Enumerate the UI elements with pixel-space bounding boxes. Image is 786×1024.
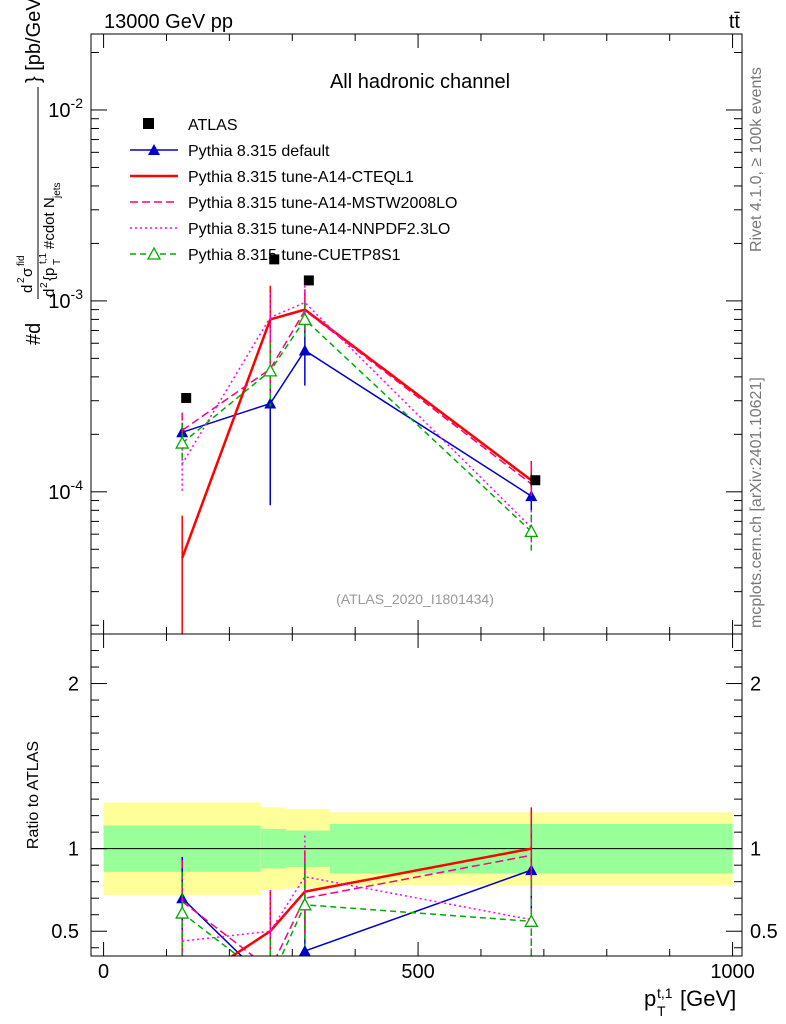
data-point <box>181 393 192 404</box>
ratio-frame <box>90 633 743 957</box>
ratio-marker-4 <box>264 975 276 986</box>
svg-text:σ: σ <box>19 267 36 277</box>
ratio-line-0 <box>181 869 532 956</box>
legend-label-4: Pythia 8.315 tune-CUETP8S1 <box>188 247 401 264</box>
series-line-2 <box>181 309 532 485</box>
legend-marker-data <box>143 118 154 129</box>
svg-text:d: d <box>19 285 36 293</box>
svg-text:T: T <box>657 1003 666 1019</box>
series-marker-4 <box>263 363 278 377</box>
ratio-y-tick-label-right: 2 <box>750 674 761 696</box>
series-marker-0 <box>298 344 311 356</box>
plot-frames <box>90 33 743 957</box>
chart-title: All hadronic channel <box>330 71 510 93</box>
svg-text:t,1: t,1 <box>657 985 673 1001</box>
legend-label-1: Pythia 8.315 tune-A14-CTEQL1 <box>188 169 414 186</box>
legend-marker-0 <box>148 144 160 155</box>
legend-label-2: Pythia 8.315 tune-A14-MSTW2008LO <box>188 195 457 212</box>
x-tick-label: 500 <box>401 961 434 983</box>
x-axis-title: p T t,1 [GeV] <box>644 985 736 1019</box>
main-y-axis-title: #d d 2 σ fid d 2 {p T t,1 #cdot N jets }… <box>16 0 63 345</box>
ratio-y-tick-label-right: 1 <box>750 839 761 861</box>
process-label: tt̄ <box>729 11 741 33</box>
svg-text:p: p <box>644 986 656 1011</box>
data-point <box>303 275 314 286</box>
svg-text:{p: {p <box>41 268 58 281</box>
svg-text:[GeV]: [GeV] <box>680 986 736 1011</box>
ratio-marker-0 <box>264 978 276 989</box>
axes: 0 500 1000 10-2 10-3 10-4 0.5 0.5 1 1 2 2 <box>48 34 778 983</box>
ratio-line-1 <box>230 847 532 956</box>
ratio-marker-4 <box>297 897 312 911</box>
ratio-line-2 <box>181 854 532 956</box>
svg-text:T: T <box>52 259 63 265</box>
svg-text:#d: #d <box>23 323 45 345</box>
svg-text:jets: jets <box>52 182 63 199</box>
series-line-3 <box>181 301 532 529</box>
svg-text:2: 2 <box>39 282 50 288</box>
svg-text:#cdot N: #cdot N <box>41 197 58 249</box>
ratio-line-3 <box>182 875 532 942</box>
ratio-bands <box>91 802 742 895</box>
data-point <box>530 475 541 486</box>
ratio-y-tick-label: 2 <box>68 674 79 696</box>
legend-marker-4 <box>146 246 162 260</box>
legend-label-3: Pythia 8.315 tune-A14-NNPDF2.3LO <box>188 221 450 238</box>
svg-text:t,1: t,1 <box>38 252 49 264</box>
legend-label-data: ATLAS <box>188 117 238 134</box>
series-line-1 <box>181 308 533 559</box>
ratio-y-axis-title: Ratio to ATLAS <box>25 741 42 849</box>
ratio-line-4 <box>181 904 532 956</box>
analysis-label: (ATLAS_2020_I1801434) <box>336 591 494 607</box>
energy-label: 13000 GeV pp <box>104 11 233 33</box>
main-y-tick-label: 10-2 <box>48 95 83 122</box>
series-marker-0 <box>264 397 277 409</box>
svg-text:} [pb/GeV]: } [pb/GeV] <box>23 0 45 83</box>
series-line-4 <box>181 318 532 533</box>
x-tick-label: 0 <box>98 961 109 983</box>
series-marker-4 <box>524 524 539 538</box>
svg-text:2: 2 <box>16 277 27 283</box>
main-plot <box>175 254 541 634</box>
series-marker-4 <box>175 435 190 449</box>
svg-text:fid: fid <box>16 255 27 266</box>
x-tick-label: 1000 <box>710 961 755 983</box>
main-y-tick-label: 10-4 <box>48 477 83 504</box>
ratio-y-tick-label-right: 0.5 <box>750 921 778 943</box>
data-point <box>269 254 280 265</box>
ratio-y-tick-label: 1 <box>68 839 79 861</box>
series-line-0 <box>181 349 532 497</box>
ratio-marker-4 <box>524 913 539 927</box>
ratio-marker-0 <box>298 945 311 956</box>
ratio-marker-4 <box>175 905 190 919</box>
legend: ATLAS Pythia 8.315 default Pythia 8.315 tu… <box>130 117 457 264</box>
ratio-y-tick-label: 0.5 <box>51 921 79 943</box>
ratio-plot <box>175 807 539 989</box>
legend-label-0: Pythia 8.315 default <box>188 143 330 160</box>
series-marker-4 <box>297 312 312 326</box>
svg-text:d: d <box>41 289 58 297</box>
main-y-tick-label: 10-3 <box>48 286 83 313</box>
